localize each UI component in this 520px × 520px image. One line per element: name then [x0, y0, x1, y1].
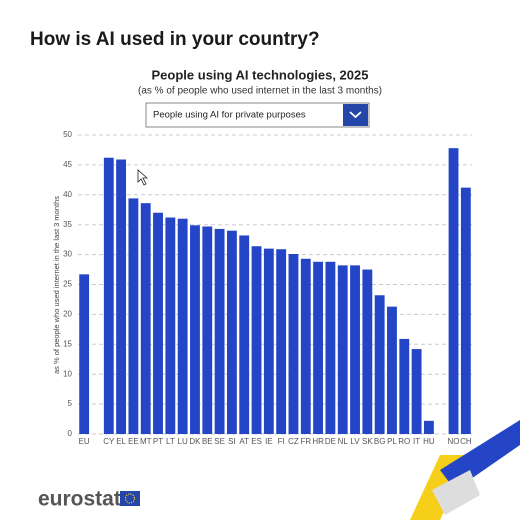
- y-axis-label: as % of people who used internet in the …: [52, 196, 61, 374]
- bar: [423, 420, 434, 434]
- y-tick-label: 45: [63, 160, 72, 169]
- x-tick-label: EL: [116, 437, 126, 446]
- heading: How is AI used in your country?: [30, 29, 320, 50]
- bar: [387, 306, 397, 434]
- bar: [411, 349, 422, 434]
- bar: [263, 248, 274, 434]
- x-tick-label: ES: [251, 437, 262, 446]
- dropdown-text[interactable]: People using AI for private purposes: [153, 110, 306, 121]
- cursor: [137, 169, 149, 186]
- x-tick-label: NL: [338, 437, 349, 446]
- bar: [448, 148, 459, 434]
- y-tick-label: 10: [63, 369, 72, 378]
- x-tick-label: HR: [312, 437, 324, 446]
- bar: [350, 265, 360, 434]
- bar: [288, 254, 299, 434]
- x-tick-label: SI: [228, 437, 236, 446]
- x-tick-label: DK: [189, 437, 201, 446]
- bar: [202, 226, 213, 434]
- bar: [276, 249, 287, 434]
- x-tick-label: LU: [178, 437, 188, 446]
- y-tick-label: 40: [63, 190, 72, 199]
- x-tick-label: LT: [166, 437, 175, 446]
- bar: [460, 187, 471, 434]
- bar: [337, 265, 348, 434]
- x-tick-label: NO: [448, 437, 460, 446]
- bar: [128, 198, 139, 434]
- eu-stars: [124, 493, 136, 504]
- bar: [325, 261, 336, 434]
- y-tick-label: 5: [68, 399, 73, 408]
- x-tick-label: PL: [387, 437, 397, 446]
- y-tick-label: 25: [63, 280, 72, 289]
- dropdown-box[interactable]: [145, 102, 370, 128]
- y-tick-label: 30: [63, 250, 72, 259]
- dropdown-arrow: [349, 111, 362, 119]
- x-tick-label: RO: [398, 437, 410, 446]
- bar: [239, 235, 250, 434]
- x-tick-label: CZ: [288, 437, 299, 446]
- bar: [103, 157, 114, 434]
- x-tick-label: LV: [350, 437, 360, 446]
- logo-text: eurostat: [38, 488, 121, 511]
- x-tick-label: PT: [153, 437, 163, 446]
- x-tick-label: BG: [374, 437, 386, 446]
- x-tick-label: CH: [460, 437, 472, 446]
- bar: [226, 230, 237, 434]
- bar: [190, 225, 200, 434]
- bar: [177, 218, 188, 434]
- bar: [214, 228, 225, 434]
- dropdown-button[interactable]: [343, 104, 368, 126]
- x-tick-label: BE: [202, 437, 213, 446]
- chart-subtitle: (as % of people who used internet in the…: [138, 86, 382, 97]
- chart-title: People using AI technologies, 2025: [152, 67, 369, 82]
- bar: [399, 338, 410, 434]
- y-tick-label: 20: [63, 310, 72, 319]
- y-tick-label: 50: [63, 130, 72, 139]
- x-tick-label: SE: [214, 437, 225, 446]
- bar: [153, 212, 163, 434]
- x-tick-label: EE: [128, 437, 139, 446]
- bar: [362, 269, 373, 434]
- x-tick-label: AT: [239, 437, 249, 446]
- x-tick-label: IE: [265, 437, 273, 446]
- x-tick-label: EU: [79, 437, 90, 446]
- bar: [300, 258, 311, 434]
- y-tick-label: 15: [63, 339, 72, 348]
- x-tick-label: DE: [325, 437, 336, 446]
- x-tick-label: CY: [103, 437, 115, 446]
- x-tick-label: MT: [140, 437, 152, 446]
- y-tick-label: 0: [68, 429, 73, 438]
- x-tick-label: FI: [278, 437, 285, 446]
- dropdown[interactable]: People using AI for private purposes: [145, 102, 370, 128]
- decor-blue: [440, 420, 520, 490]
- eu-flag: [120, 491, 140, 506]
- x-tick-label: HU: [423, 437, 435, 446]
- x-tick-label: FR: [300, 437, 311, 446]
- x-tick-label: IT: [413, 437, 420, 446]
- bar: [374, 295, 385, 434]
- bar: [116, 159, 127, 434]
- bar: [140, 203, 151, 434]
- bar: [251, 246, 262, 434]
- bar: [313, 261, 324, 434]
- decor-grey: [432, 470, 480, 515]
- x-tick-label: SK: [362, 437, 373, 446]
- y-tick-label: 35: [63, 220, 72, 229]
- bar: [165, 217, 176, 434]
- bar: [79, 274, 90, 434]
